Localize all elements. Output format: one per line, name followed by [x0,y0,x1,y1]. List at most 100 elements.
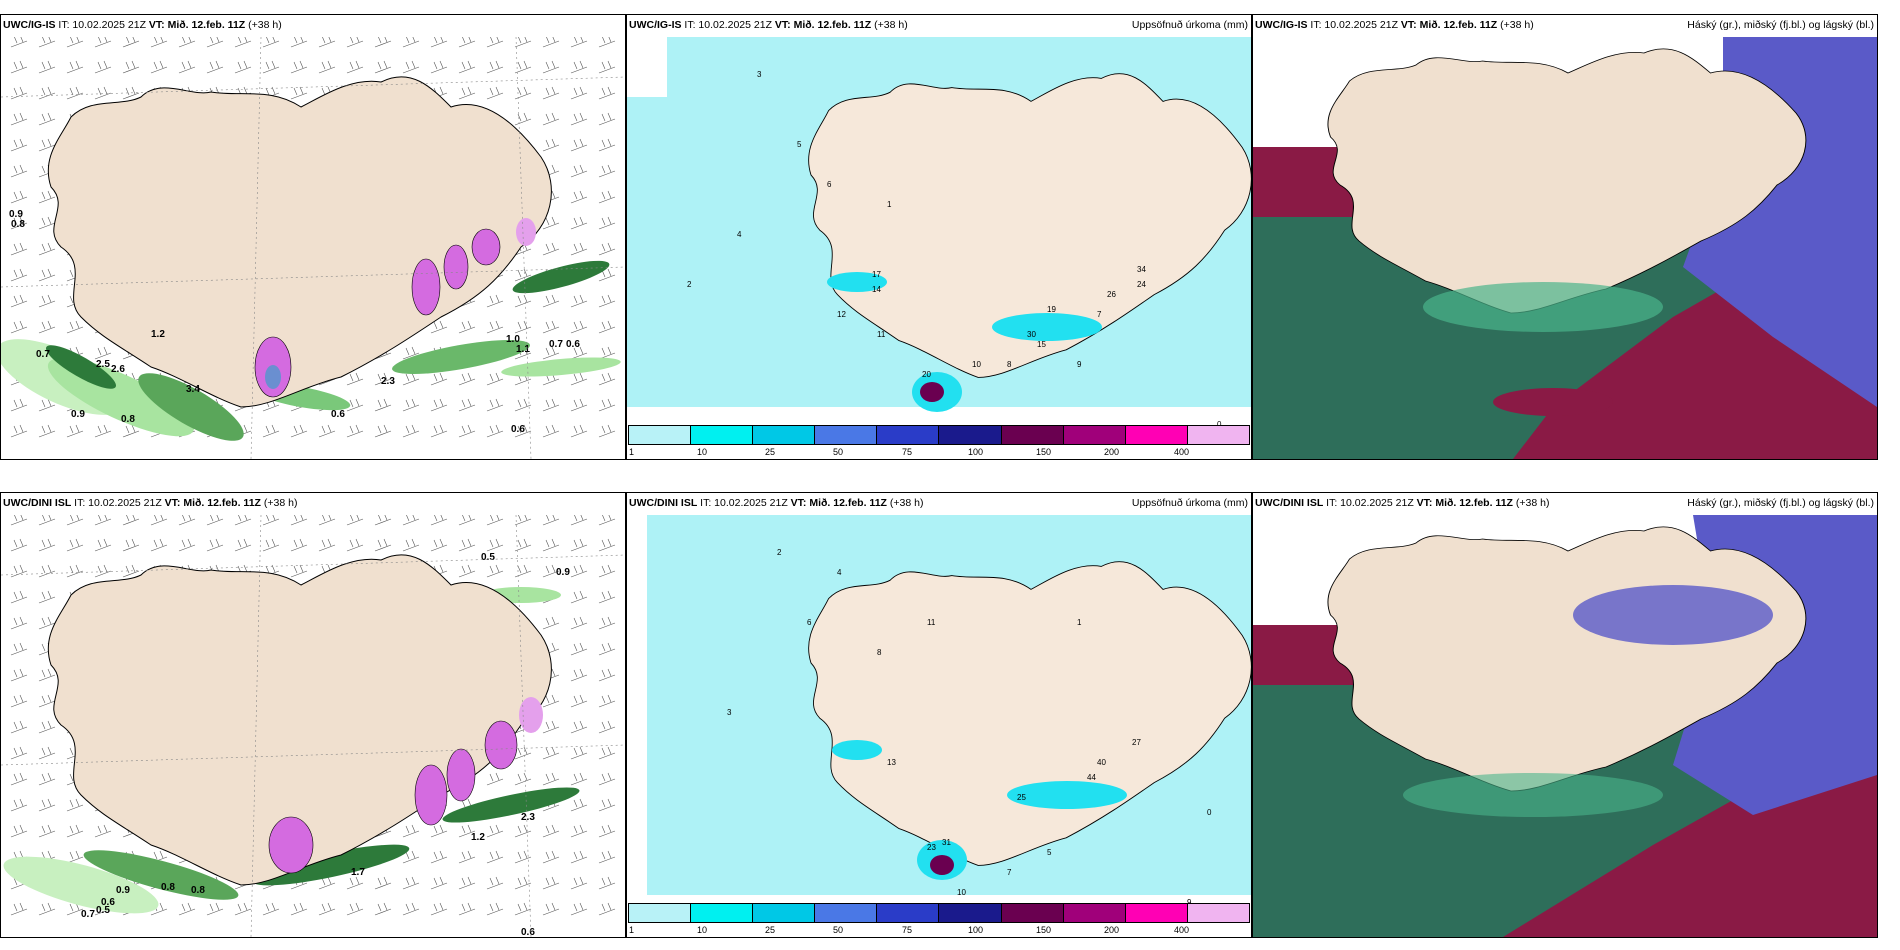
svg-text:1: 1 [887,200,892,209]
svg-text:8: 8 [1007,360,1012,369]
wind-barb [94,86,112,100]
colorbar-seg [815,426,878,444]
svg-text:20: 20 [922,370,931,379]
wind-barb [486,424,504,438]
wind-barb [10,564,28,578]
wind-barb [38,138,56,152]
wind-barb [542,746,560,760]
wind-barb [10,164,28,178]
wind-barb [150,37,168,48]
map-precip: 3 5 6 4 2 1 17 14 12 20 30 10 8 9 7 11 1… [627,37,1251,429]
wind-barb [598,37,616,48]
wind-barb [374,37,392,48]
wind-barb [318,60,336,74]
panel-title: Uppsöfnuð úrkoma (mm) [1131,497,1248,509]
colorbar-tick: 200 [1104,925,1120,935]
wind-barb [570,746,588,760]
wind-barb [542,294,560,308]
svg-text:3: 3 [727,708,732,717]
svg-text:6: 6 [807,618,812,627]
wind-barb [38,668,56,682]
wind-barb [598,320,616,334]
wind-barb [374,372,392,386]
wind-barb [570,320,588,334]
wind-barb [206,37,224,48]
wind-barb [346,424,364,438]
wind-barb [486,850,504,864]
colorbar-tick: 1 [629,925,635,935]
wind-barb [570,515,588,526]
wind-barb [374,398,392,412]
panel-header: UWC/DINI ISL IT: 10.02.2025 21Z VT: Mið.… [3,497,298,509]
colorbar-seg [939,426,1002,444]
wind-barb [38,242,56,256]
wind-barb [542,138,560,152]
svg-text:0.7: 0.7 [36,349,50,360]
wind-barb [10,294,28,308]
wind-barb [458,824,476,838]
wind-barb [430,902,448,916]
panel-title: Háský (gr.), miðský (fj.bl.) og lágský (… [1687,19,1874,31]
wind-barb [94,824,112,838]
wind-barb [94,346,112,360]
wind-barb [346,876,364,890]
wind-barb [514,424,532,438]
colorbar-tick: 10 [697,925,708,935]
wind-barb [542,720,560,734]
wind-barb [430,398,448,412]
wind-barb [234,60,252,74]
wind-barb [430,515,448,526]
wind-barb [430,60,448,74]
wind-barb [598,346,616,360]
panel-title: Uppsöfnuð úrkoma (mm) [1131,19,1248,31]
wind-barb [206,60,224,74]
panel-header: UWC/IG-IS IT: 10.02.2025 21Z VT: Mið. 12… [1255,19,1534,31]
wind-barb [514,320,532,334]
map-clouds [1253,515,1877,937]
wind-barb [346,372,364,386]
wind-barb [402,424,420,438]
svg-text:34: 34 [1137,265,1146,274]
wind-barb [570,424,588,438]
wind-barb [402,60,420,74]
precip-colorbar [628,903,1250,923]
wind-barb [458,86,476,100]
svg-text:0.8: 0.8 [121,414,135,425]
svg-text:1.1: 1.1 [516,344,530,355]
precip-values: 3 5 6 4 2 1 17 14 12 20 30 10 8 9 7 11 1… [687,70,1222,429]
colorbar-seg [1187,426,1249,444]
wind-barb [38,294,56,308]
wind-barb [514,850,532,864]
svg-text:0.9: 0.9 [71,409,85,420]
snow-green-bands [1,260,621,441]
colorbar-tick: 400 [1174,925,1190,935]
panel-wind-snow-igis: UWC/IG-IS IT: 10.02.2025 21Z VT: Mið. 12… [0,14,626,460]
wind-barb [570,590,588,604]
wind-barb [122,538,140,552]
snow-green-bands [3,587,580,914]
wind-barb [430,372,448,386]
wind-barb [486,902,504,916]
wind-barb [570,694,588,708]
wind-barb [598,515,616,526]
svg-text:25: 25 [1017,793,1026,802]
wind-barb [318,515,336,526]
wind-barb [262,538,280,552]
wind-barb [598,668,616,682]
svg-text:0.7: 0.7 [81,909,95,920]
svg-text:5: 5 [1047,848,1052,857]
wind-barb [10,616,28,630]
colorbar-seg [1125,426,1188,444]
svg-text:24: 24 [1137,280,1146,289]
svg-text:1.2: 1.2 [151,329,165,340]
wind-barb [486,372,504,386]
wind-barb [38,720,56,734]
wind-barb [570,112,588,126]
wind-barb [10,37,28,48]
wind-barb [486,294,504,308]
wind-barb [458,60,476,74]
wind-barb [542,616,560,630]
wind-barb [598,902,616,916]
wind-barb [262,424,280,438]
svg-text:23: 23 [927,843,936,852]
